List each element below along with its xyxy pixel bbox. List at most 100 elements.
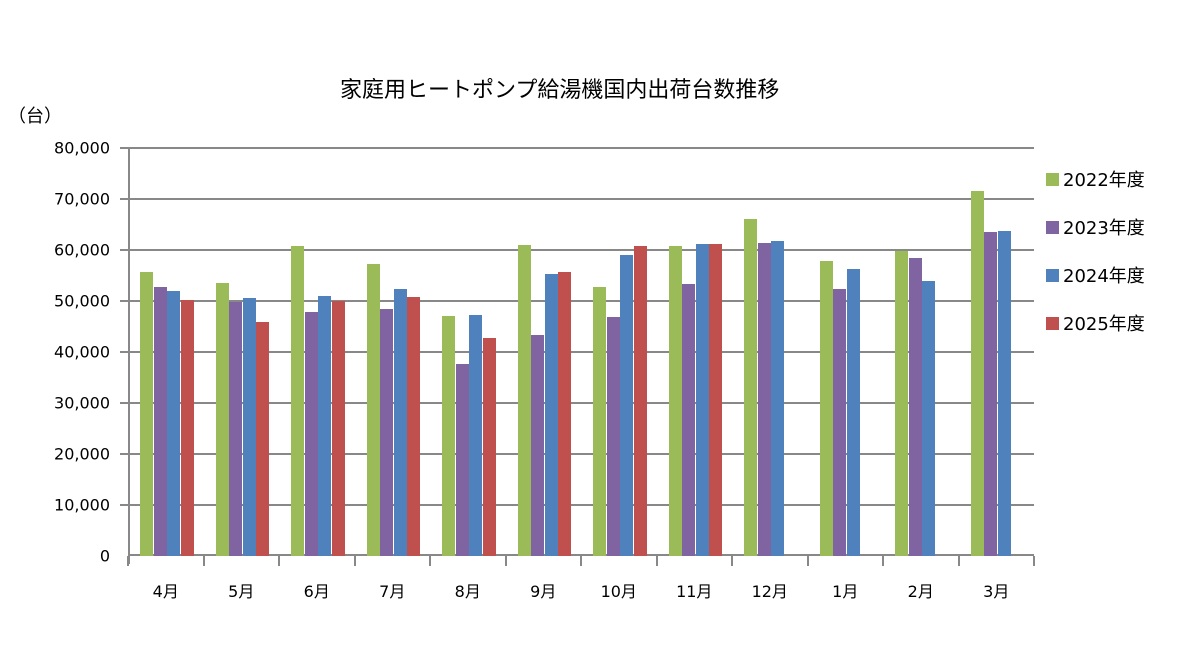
x-tick-mark xyxy=(655,556,658,566)
bar-2022年度-6月 xyxy=(291,245,304,556)
x-tick-label: 6月 xyxy=(303,582,330,601)
legend-swatch-icon xyxy=(1046,316,1059,330)
bar-2023年度-10月 xyxy=(606,317,620,556)
bar-2024年度-3月 xyxy=(997,231,1011,556)
legend-label: 2023年度 xyxy=(1063,218,1145,239)
bar-2024年度-10月 xyxy=(620,255,633,556)
bar-2024年度-7月 xyxy=(393,288,407,556)
legend-swatch-icon xyxy=(1046,220,1059,234)
x-tick-mark xyxy=(580,556,582,566)
legend-swatch-icon xyxy=(1046,172,1059,186)
bar-2023年度-1月 xyxy=(833,289,846,556)
bar-2022年度-9月 xyxy=(517,245,531,556)
legend-label: 2024年度 xyxy=(1063,266,1145,287)
x-tick-label: 12月 xyxy=(751,582,788,601)
bar-2024年度-12月 xyxy=(771,241,784,556)
x-tick-label: 2月 xyxy=(907,582,934,601)
bar-2023年度-11月 xyxy=(682,283,695,556)
bar-2025年度-9月 xyxy=(558,272,571,556)
x-tick-mark xyxy=(882,556,884,566)
y-tick-label: 60,000 xyxy=(54,240,110,260)
bar-2023年度-7月 xyxy=(380,309,393,556)
chart-title: 家庭用ヒートポンプ給湯機国内出荷台数推移 xyxy=(340,78,780,103)
bar-2025年度-7月 xyxy=(407,296,420,556)
legend-item: 2022年度 xyxy=(1046,155,1145,203)
y-tick-label: 30,000 xyxy=(54,393,110,413)
bar-2022年度-3月 xyxy=(970,191,984,556)
bar-2025年度-11月 xyxy=(709,244,722,556)
bar-2022年度-12月 xyxy=(744,219,757,556)
gridline xyxy=(120,249,1034,251)
y-tick-label: 40,000 xyxy=(54,342,110,362)
bar-2022年度-10月 xyxy=(593,286,606,556)
bar-2024年度-4月 xyxy=(167,290,180,556)
x-tick-mark xyxy=(731,556,733,566)
x-tick-label: 5月 xyxy=(228,582,255,601)
legend: 2022年度 2023年度 2024年度 2025年度 xyxy=(1046,155,1145,347)
gridline xyxy=(120,198,1034,200)
x-tick-mark xyxy=(429,556,431,566)
x-tick-mark xyxy=(278,556,280,566)
x-axis-line xyxy=(128,554,1034,556)
gridline xyxy=(120,453,1034,455)
bar-2024年度-1月 xyxy=(846,269,860,556)
y-axis-line xyxy=(128,148,130,564)
plot-area xyxy=(120,147,1035,566)
bar-2025年度-5月 xyxy=(256,321,269,556)
x-tick-mark xyxy=(504,556,507,566)
x-tick-mark xyxy=(957,556,960,566)
legend-item: 2025年度 xyxy=(1046,299,1145,347)
bar-2023年度-8月 xyxy=(455,363,469,556)
x-tick-label: 10月 xyxy=(600,582,637,601)
bar-2024年度-9月 xyxy=(544,274,558,556)
bar-2023年度-6月 xyxy=(304,312,318,556)
x-tick-label: 4月 xyxy=(152,582,179,601)
bar-2024年度-5月 xyxy=(242,297,256,556)
y-tick-label: 70,000 xyxy=(54,189,110,209)
bar-2022年度-11月 xyxy=(668,246,682,556)
bar-2023年度-3月 xyxy=(984,232,997,556)
x-tick-mark xyxy=(353,556,356,566)
bar-2022年度-8月 xyxy=(442,316,455,556)
bar-2022年度-4月 xyxy=(140,271,153,556)
x-tick-label: 7月 xyxy=(379,582,406,601)
bar-2022年度-5月 xyxy=(215,283,229,556)
legend-label: 2022年度 xyxy=(1063,170,1145,191)
gridline xyxy=(120,300,1034,302)
x-tick-mark xyxy=(1033,556,1035,566)
x-tick-mark xyxy=(806,556,809,566)
bar-2024年度-2月 xyxy=(922,280,935,556)
legend-item: 2023年度 xyxy=(1046,203,1145,251)
y-tick-label: 80,000 xyxy=(54,138,110,158)
bar-2022年度-7月 xyxy=(366,263,380,556)
legend-label: 2025年度 xyxy=(1063,314,1145,335)
bar-2025年度-8月 xyxy=(482,338,496,556)
legend-item: 2024年度 xyxy=(1046,251,1145,299)
bar-2025年度-6月 xyxy=(331,301,345,556)
x-tick-mark xyxy=(127,556,129,566)
bar-2024年度-6月 xyxy=(318,295,331,556)
bar-2023年度-9月 xyxy=(531,334,544,556)
x-tick-label: 3月 xyxy=(983,582,1010,601)
y-tick-label: 50,000 xyxy=(54,291,110,311)
y-tick-label: 20,000 xyxy=(54,444,110,464)
y-tick-label: 10,000 xyxy=(54,495,110,515)
bar-2023年度-5月 xyxy=(229,302,242,556)
gridline xyxy=(120,147,1034,149)
x-tick-mark xyxy=(202,556,205,566)
bar-2023年度-12月 xyxy=(757,243,771,556)
x-tick-label: 9月 xyxy=(530,582,557,601)
bar-2025年度-10月 xyxy=(633,246,647,556)
bar-2024年度-8月 xyxy=(469,315,482,556)
bar-2023年度-4月 xyxy=(153,287,167,556)
bar-2025年度-4月 xyxy=(180,299,194,556)
gridline xyxy=(120,504,1034,506)
legend-swatch-icon xyxy=(1046,268,1059,282)
bar-2022年度-1月 xyxy=(819,261,833,556)
gridline xyxy=(120,351,1034,353)
x-tick-label: 8月 xyxy=(454,582,481,601)
bar-2024年度-11月 xyxy=(695,244,709,556)
gridline xyxy=(120,402,1034,404)
x-tick-label: 11月 xyxy=(676,582,713,601)
bar-2023年度-2月 xyxy=(908,257,922,556)
